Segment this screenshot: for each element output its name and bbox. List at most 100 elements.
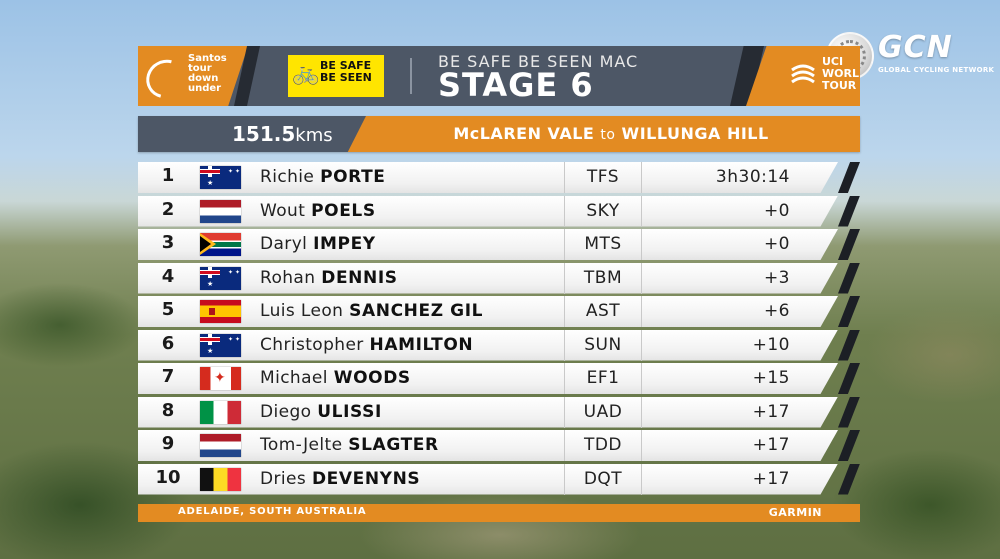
team-code: SKY bbox=[586, 200, 620, 221]
row-background bbox=[138, 162, 838, 193]
route-description: McLAREN VALE to WILLUNGA HILL bbox=[406, 124, 816, 143]
position: 7 bbox=[161, 366, 175, 387]
position: 6 bbox=[161, 332, 175, 354]
header-divider bbox=[410, 58, 412, 94]
belgium-flag bbox=[200, 467, 241, 491]
row-slash bbox=[838, 262, 860, 294]
rider-first-name: Rohan bbox=[260, 267, 316, 288]
column-divider bbox=[564, 329, 565, 361]
time-gap: +17 bbox=[752, 435, 790, 455]
team-code: SUN bbox=[584, 334, 622, 355]
column-divider bbox=[641, 229, 642, 260]
team-code: TDD bbox=[583, 435, 623, 455]
result-row: 1 ★✦✦✦ Richie PORTE TFS 3h30:14 bbox=[138, 162, 860, 193]
rider-first-name: Christopher bbox=[260, 334, 364, 355]
rider-last-name: IMPEY bbox=[313, 234, 376, 254]
stage-distance: 151.5kms bbox=[232, 122, 333, 146]
row-slash bbox=[838, 329, 860, 361]
result-row: 4 ★✦✦✦ Rohan DENNIS TBM +3 bbox=[138, 262, 860, 294]
result-row: 5 Luis Leon SANCHEZ GIL AST +6 bbox=[138, 296, 860, 327]
row-background bbox=[138, 396, 838, 428]
position: 10 bbox=[155, 466, 181, 488]
team-code: MTS bbox=[584, 234, 622, 254]
column-divider bbox=[641, 396, 642, 428]
column-divider bbox=[641, 463, 642, 495]
column-divider bbox=[641, 195, 642, 227]
row-background bbox=[138, 329, 838, 361]
australia-flag: ★✦✦✦ bbox=[200, 166, 241, 189]
rider-name: Michael WOODS bbox=[260, 368, 411, 388]
distance-value: 151.5 bbox=[232, 122, 296, 146]
column-divider bbox=[564, 430, 565, 461]
gcn-logo-text: GCN bbox=[878, 30, 953, 65]
time-gap: +17 bbox=[752, 468, 790, 489]
row-slash bbox=[838, 430, 860, 461]
netherlands-flag bbox=[200, 199, 241, 223]
route-bar: 151.5kms McLAREN VALE to WILLUNGA HILL bbox=[138, 116, 860, 152]
column-divider bbox=[641, 296, 642, 327]
row-background bbox=[138, 229, 838, 260]
rider-last-name: WOODS bbox=[333, 368, 411, 388]
rider-first-name: Diego bbox=[260, 401, 312, 422]
rider-last-name: SANCHEZ GIL bbox=[349, 301, 484, 321]
position: 3 bbox=[161, 232, 175, 253]
position: 5 bbox=[161, 299, 175, 320]
time-gap: +0 bbox=[763, 234, 790, 254]
result-row: 8 Diego ULISSI UAD +17 bbox=[138, 396, 860, 428]
column-divider bbox=[564, 229, 565, 260]
results-header: Santos tour down under 🚲 BE SAFE BE SEEN… bbox=[138, 46, 860, 106]
event-logo-text: Santos tour down under bbox=[188, 53, 227, 94]
time-gap: +0 bbox=[763, 200, 790, 221]
result-row: 10 Dries DEVENYNS DQT +17 bbox=[138, 463, 860, 495]
uci-worldtour-icon bbox=[791, 64, 815, 84]
team-code: TBM bbox=[583, 267, 623, 288]
result-row: 7 Michael WOODS EF1 +15 bbox=[138, 363, 860, 394]
uci-logo-panel bbox=[746, 46, 860, 106]
position: 8 bbox=[161, 399, 175, 421]
gcn-logo-subtext: GLOBAL CYCLING NETWORK bbox=[878, 66, 995, 74]
result-row: 9 Tom-Jelte SLAGTER TDD +17 bbox=[138, 430, 860, 461]
row-background bbox=[138, 463, 838, 495]
team-code: AST bbox=[585, 301, 621, 321]
event-logo-panel: Santos tour down under bbox=[138, 46, 248, 106]
row-slash bbox=[838, 396, 860, 428]
row-slash bbox=[838, 463, 860, 495]
stage-title: STAGE 6 bbox=[438, 66, 594, 104]
rider-name: Luis Leon SANCHEZ GIL bbox=[260, 301, 483, 321]
row-background bbox=[138, 296, 838, 327]
rider-first-name: Luis Leon bbox=[260, 301, 344, 321]
rider-last-name: POELS bbox=[311, 200, 376, 221]
team-code: EF1 bbox=[586, 368, 620, 388]
rider-last-name: ULISSI bbox=[317, 401, 382, 422]
row-slash bbox=[838, 363, 860, 394]
row-background bbox=[138, 430, 838, 461]
column-divider bbox=[564, 396, 565, 428]
column-divider bbox=[641, 329, 642, 361]
rider-name: Richie PORTE bbox=[260, 167, 386, 187]
team-code: TFS bbox=[586, 167, 620, 187]
distance-panel: 151.5kms bbox=[138, 116, 366, 152]
rider-first-name: Tom-Jelte bbox=[260, 435, 343, 455]
rider-first-name: Wout bbox=[260, 200, 306, 221]
route-finish: WILLUNGA HILL bbox=[621, 124, 769, 143]
rider-name: Wout POELS bbox=[260, 201, 376, 221]
column-divider bbox=[564, 162, 565, 193]
rider-last-name: DENNIS bbox=[321, 267, 398, 288]
rider-first-name: Michael bbox=[260, 368, 328, 388]
sponsor-logo: 🚲 BE SAFE BE SEEN bbox=[288, 55, 384, 97]
footer-location: ADELAIDE, SOUTH AUSTRALIA bbox=[178, 506, 367, 517]
column-divider bbox=[641, 262, 642, 294]
result-row: 2 Wout POELS SKY +0 bbox=[138, 195, 860, 227]
time-gap: +17 bbox=[752, 401, 790, 422]
position: 4 bbox=[161, 265, 175, 287]
sponsor-logo-text: BE SAFE BE SEEN bbox=[320, 59, 372, 84]
time-gap: 3h30:14 bbox=[715, 167, 790, 187]
time-gap: +6 bbox=[763, 301, 790, 321]
spain-flag bbox=[200, 300, 241, 323]
footer-bar: ADELAIDE, SOUTH AUSTRALIA GARMIN bbox=[138, 504, 860, 522]
south-africa-flag bbox=[200, 233, 241, 256]
rider-first-name: Richie bbox=[260, 167, 315, 187]
column-divider bbox=[564, 463, 565, 495]
distance-unit: kms bbox=[295, 125, 333, 146]
row-slash bbox=[838, 296, 860, 327]
